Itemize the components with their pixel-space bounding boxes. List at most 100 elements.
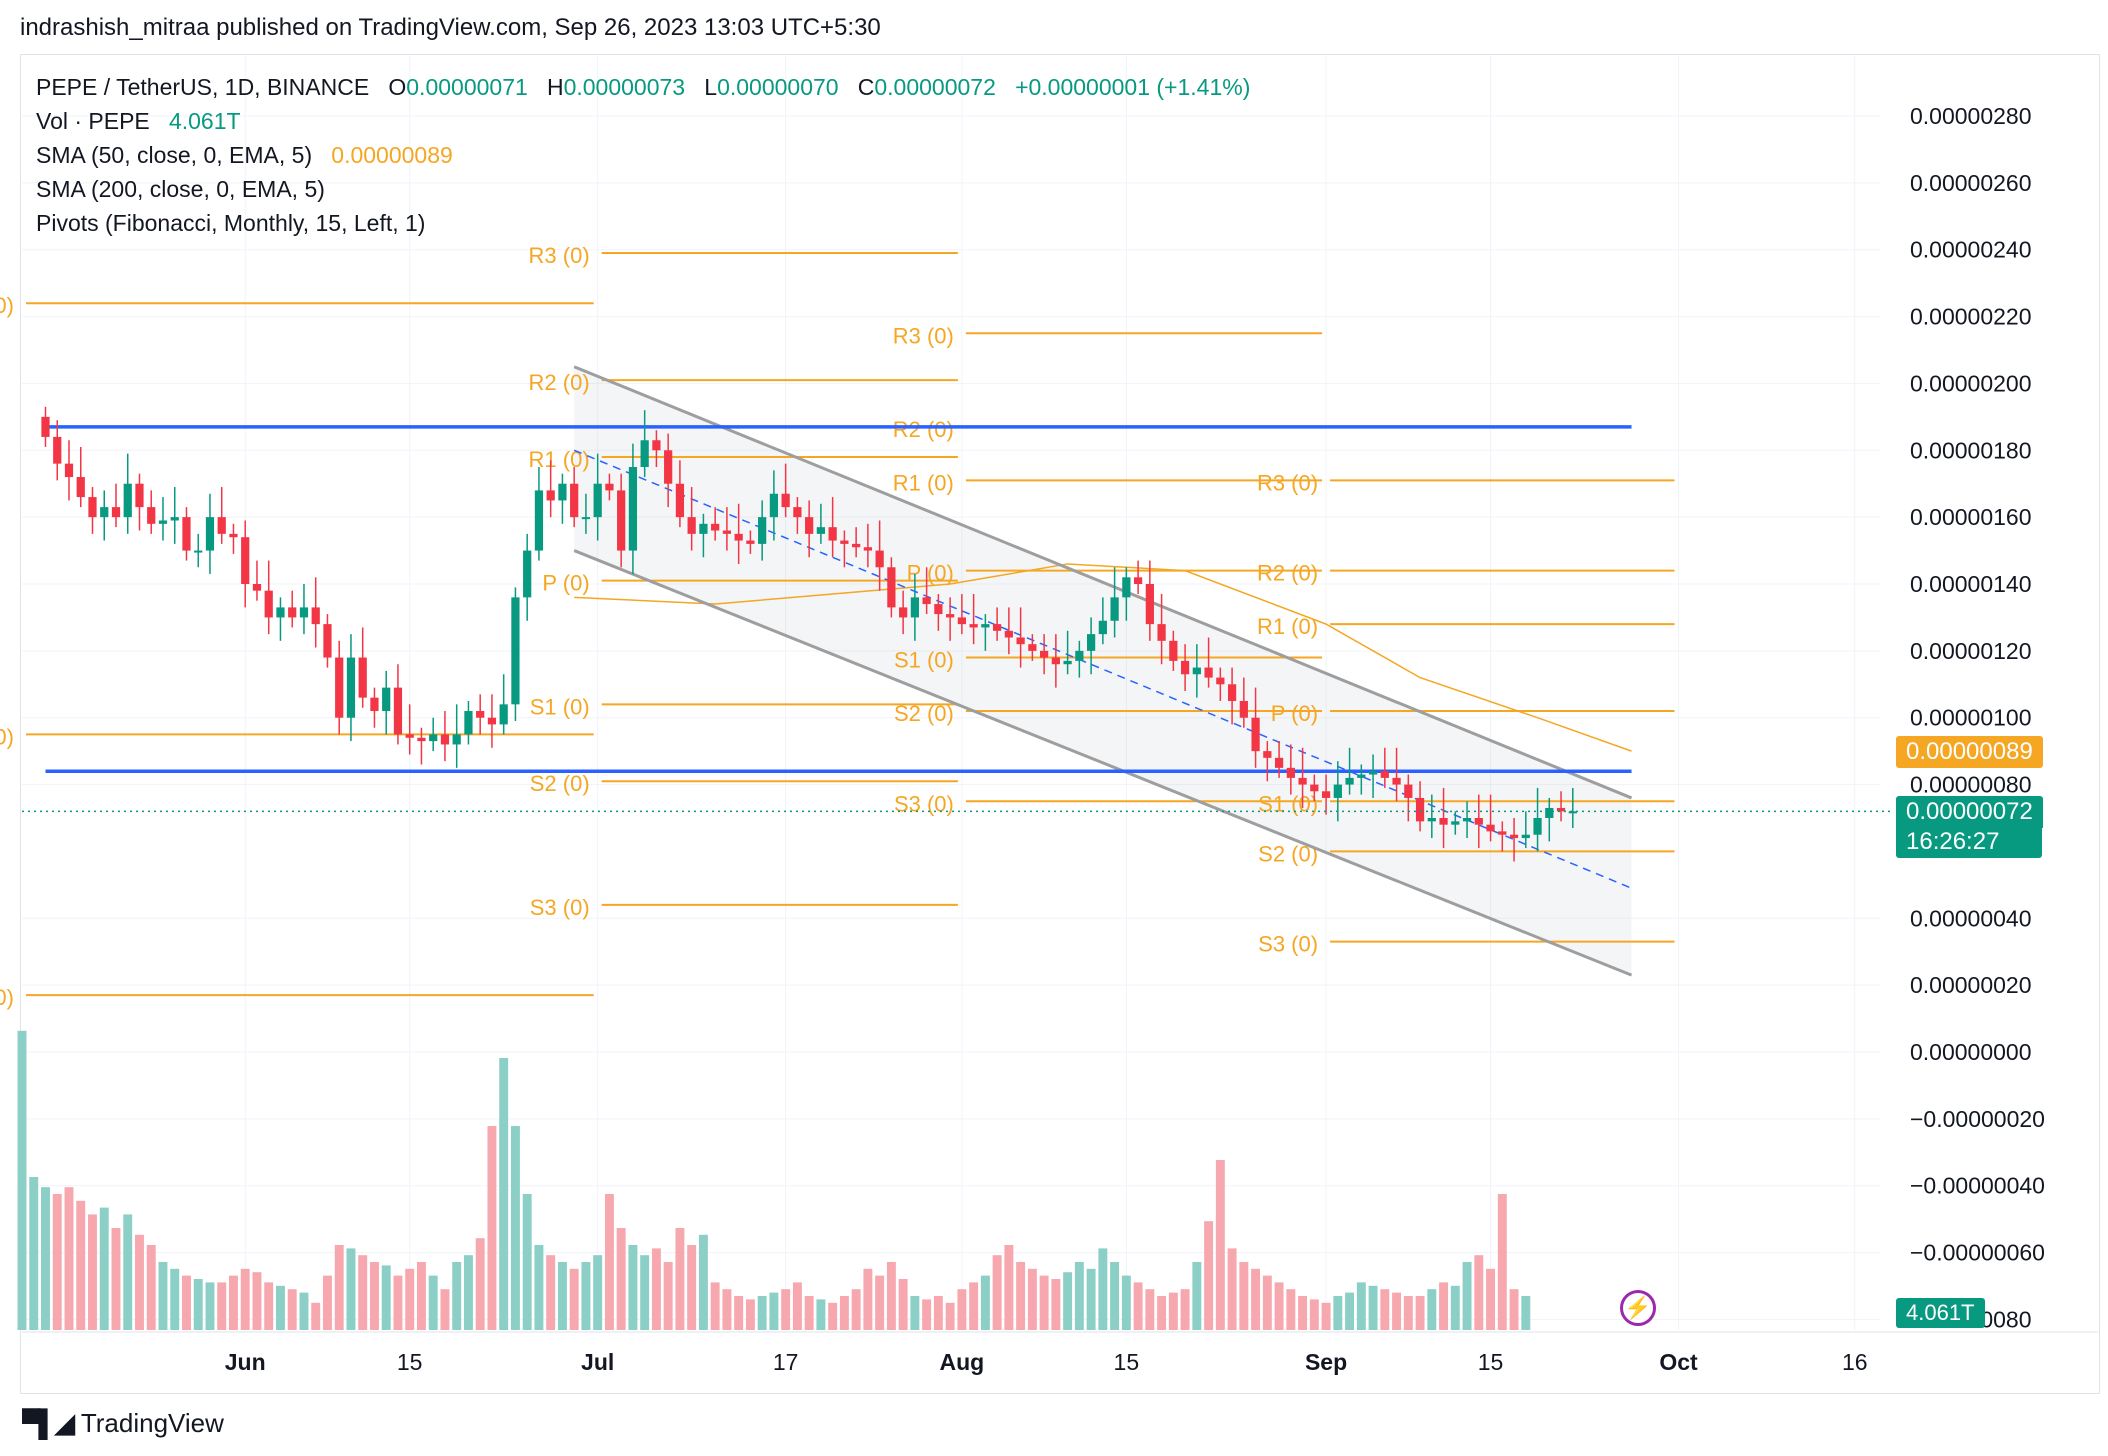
- y-axis-tick-label: 0.00000100: [1910, 705, 2032, 731]
- candle-body: [464, 711, 473, 735]
- volume-bar: [17, 1030, 27, 1330]
- candle-body: [53, 436, 62, 464]
- legend-sma50-row[interactable]: SMA (50, close, 0, EMA, 5) 0.00000089: [36, 138, 1250, 172]
- volume-bar: [557, 1262, 567, 1330]
- pivot-label: R3 (0): [1257, 470, 1318, 495]
- candle-body: [617, 490, 626, 551]
- volume-bar: [969, 1282, 979, 1330]
- candle-body: [1133, 577, 1143, 584]
- candle-body: [88, 497, 97, 518]
- volume-bar: [546, 1255, 556, 1330]
- volume-bar: [123, 1214, 133, 1330]
- volume-bar: [534, 1245, 544, 1330]
- candle-body: [123, 483, 132, 518]
- candle-body: [76, 477, 85, 498]
- volume-bar: [1074, 1262, 1084, 1330]
- pivot-label: S1 (0): [0, 724, 14, 749]
- volume-bar: [29, 1177, 39, 1330]
- candle-body: [1169, 640, 1178, 661]
- pivot-label: S1 (0): [1258, 791, 1318, 816]
- pivot-label: S2 (0): [894, 701, 954, 726]
- x-axis-tick-label: Sep: [1305, 1349, 1347, 1375]
- volume-bar: [816, 1299, 826, 1330]
- volume-bar: [604, 1194, 614, 1330]
- volume-bar: [1509, 1289, 1519, 1330]
- candle-body: [41, 416, 50, 437]
- volume-bar: [769, 1292, 779, 1330]
- legend-sma200-label: SMA (200, close, 0, EMA, 5): [36, 176, 325, 202]
- y-axis-tick-label: 0.00000140: [1910, 571, 2032, 597]
- volume-bar: [1039, 1275, 1049, 1330]
- candle-body: [534, 490, 544, 551]
- y-axis-tick-label: 0.00000040: [1910, 905, 2032, 931]
- candle-body: [711, 523, 720, 531]
- footer-logo[interactable]: ▀▌◢ TradingView: [22, 1408, 224, 1439]
- candle-body: [781, 493, 790, 508]
- volume-bar: [182, 1275, 191, 1330]
- volume-bar: [311, 1302, 321, 1330]
- candle-body: [981, 624, 990, 628]
- candle-body: [1110, 597, 1119, 621]
- x-axis-tick-label: Jul: [581, 1349, 614, 1375]
- volume-bar: [875, 1275, 885, 1330]
- candle-body: [299, 607, 309, 618]
- lightning-icon[interactable]: ⚡: [1620, 1290, 1656, 1326]
- candle-body: [358, 657, 367, 698]
- volume-bar: [264, 1282, 274, 1330]
- candle-body: [546, 490, 555, 501]
- candle-body: [852, 543, 861, 548]
- legend-pivots-row[interactable]: Pivots (Fibonacci, Monthly, 15, Left, 1): [36, 206, 1250, 240]
- attribution: indrashish_mitraa published on TradingVi…: [20, 14, 881, 41]
- footer-logo-text: TradingView: [80, 1408, 224, 1438]
- candle-body: [570, 483, 579, 518]
- candle-body: [593, 483, 602, 518]
- legend-low-label: L: [704, 74, 718, 100]
- candle-body: [652, 440, 661, 451]
- volume-bar: [1309, 1299, 1319, 1330]
- candle-body: [1016, 637, 1025, 645]
- volume-bar: [452, 1262, 462, 1330]
- candle-body: [1509, 834, 1519, 839]
- candle-body: [111, 507, 121, 518]
- candle-body: [264, 590, 273, 618]
- y-axis-tick-label: −0.00000060: [1910, 1240, 2045, 1266]
- legend-sma50-value: 0.00000089: [331, 142, 453, 168]
- volume-bar: [229, 1275, 238, 1330]
- volume-bar: [369, 1262, 379, 1330]
- legend-close-label: C: [857, 74, 875, 100]
- volume-bar: [910, 1296, 920, 1330]
- candle-body: [993, 624, 1002, 631]
- candle-body: [405, 734, 414, 738]
- candle-body: [1321, 791, 1331, 798]
- volume-bar: [698, 1234, 708, 1330]
- volume-bar: [393, 1275, 403, 1330]
- legend-sma50-label: SMA (50, close, 0, EMA, 5): [36, 142, 313, 168]
- volume-bar: [1298, 1296, 1308, 1330]
- pivot-label: S2 (0): [0, 985, 14, 1010]
- pivot-label: R2 (0): [1257, 561, 1318, 586]
- volume-bar: [1133, 1282, 1143, 1330]
- volume-bar: [1168, 1292, 1178, 1330]
- pivot-label: R1 (0): [529, 447, 590, 472]
- volume-bar: [193, 1279, 203, 1330]
- chart-frame[interactable]: [20, 54, 2100, 1394]
- pivot-label: R2 (0): [893, 417, 954, 442]
- legend-high: 0.00000073: [563, 74, 686, 100]
- candle-body: [1286, 767, 1295, 778]
- volume-bar: [1192, 1262, 1202, 1330]
- pivot-label: R1 (0): [893, 470, 954, 495]
- volume-bar: [992, 1255, 1002, 1330]
- legend-volume-row[interactable]: Vol · PEPE 4.061T: [36, 104, 1250, 138]
- candle-body: [452, 734, 461, 745]
- legend-sma200-row[interactable]: SMA (200, close, 0, EMA, 5): [36, 172, 1250, 206]
- candle-body: [1180, 660, 1190, 675]
- volume-bar: [1239, 1262, 1249, 1330]
- candle-body: [1451, 821, 1460, 825]
- last-price-tag: 0.00000072: [1896, 796, 2043, 828]
- x-axis-tick-label: 15: [397, 1349, 423, 1375]
- legend-symbol[interactable]: PEPE / TetherUS, 1D, BINANCE: [36, 74, 370, 100]
- candle-body: [1333, 784, 1342, 798]
- candle-body: [687, 517, 696, 534]
- volume-bar: [299, 1292, 309, 1330]
